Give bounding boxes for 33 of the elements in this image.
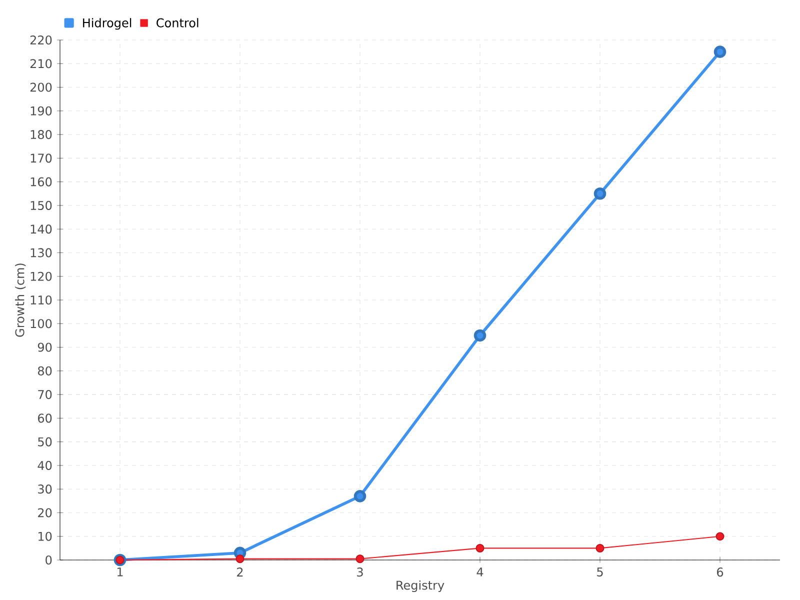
y-tick-label: 70 <box>38 390 52 400</box>
y-tick-label: 110 <box>30 295 52 305</box>
y-tick-label: 60 <box>38 414 52 423</box>
y-tick-label: 20 <box>38 508 52 518</box>
x-tick-label: 6 <box>717 568 724 577</box>
y-axis-title: Growth (cm) <box>15 264 26 337</box>
y-tick-label: 90 <box>38 342 52 352</box>
x-tick-label: 3 <box>357 568 363 577</box>
x-tick-label: 1 <box>118 568 123 576</box>
y-tick-label: 150 <box>30 200 52 210</box>
y-tick-label: 50 <box>38 437 52 446</box>
y-tick-label: 120 <box>30 272 52 281</box>
y-tick-label: 30 <box>38 484 52 494</box>
x-tick-label: 4 <box>476 568 484 576</box>
x-axis-title: Registry <box>396 580 444 592</box>
y-tick-label: 100 <box>30 319 52 328</box>
x-tick-label: 5 <box>597 568 603 576</box>
y-tick-label: 200 <box>30 82 52 92</box>
y-tick-label: 10 <box>38 532 52 541</box>
y-tick-label: 160 <box>30 177 52 186</box>
y-tick-label: 40 <box>38 460 52 470</box>
y-tick-label: 130 <box>30 248 52 258</box>
y-tick-label: 140 <box>30 224 52 234</box>
y-tick-label: 190 <box>30 106 52 116</box>
legend-label: Hidrogel <box>83 18 132 30</box>
y-tick-label: 0 <box>46 555 52 565</box>
y-tick-label: 180 <box>30 130 52 140</box>
y-tick-label: 210 <box>30 59 52 68</box>
y-tick-label: 220 <box>30 35 52 45</box>
legend-label: Control <box>156 18 198 28</box>
x-tick-label: 2 <box>237 568 243 576</box>
y-tick-label: 170 <box>30 154 52 163</box>
y-tick-label: 80 <box>38 366 52 376</box>
